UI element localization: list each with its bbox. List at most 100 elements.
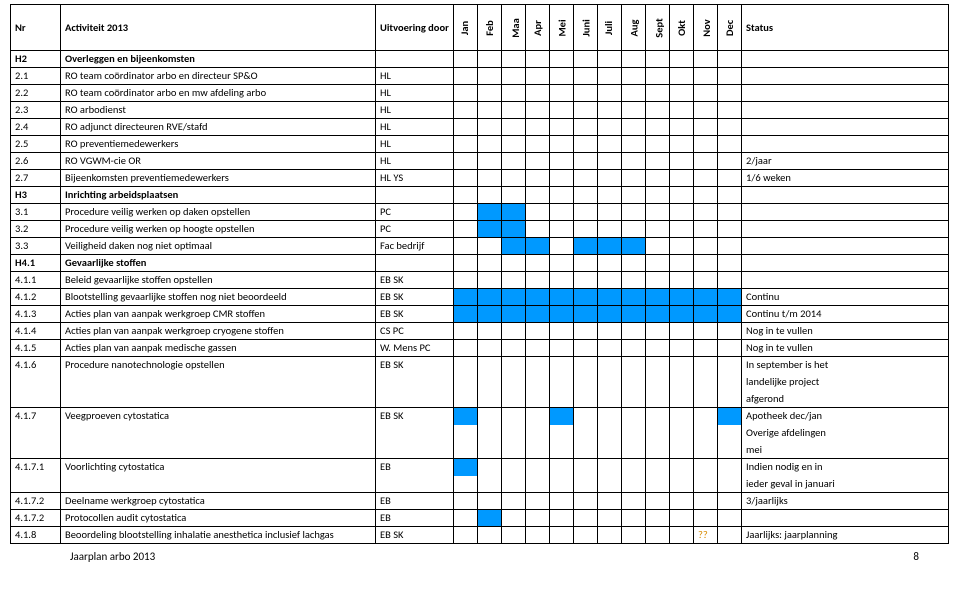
cell-month <box>670 68 694 85</box>
cell-month <box>478 408 502 425</box>
cell-month <box>526 493 550 510</box>
cell-month <box>646 85 670 102</box>
cell-activiteit: Acties plan van aanpak werkgroep cryogen… <box>61 323 376 340</box>
cell-month <box>454 187 478 204</box>
cell-month <box>550 323 574 340</box>
cell-cont <box>376 391 454 408</box>
cell-month <box>670 459 694 476</box>
cell-month <box>454 204 478 221</box>
cell-nr: 3.3 <box>11 238 61 255</box>
cell-month <box>646 136 670 153</box>
cell-month <box>622 153 646 170</box>
cell-month <box>646 187 670 204</box>
cell-month <box>478 527 502 544</box>
cell-cont <box>622 442 646 459</box>
cell-month <box>502 323 526 340</box>
cell-month <box>670 323 694 340</box>
cell-month <box>574 408 598 425</box>
cell-month <box>622 323 646 340</box>
table-row: 2.4RO adjunct directeuren RVE/stafdHL <box>11 119 949 136</box>
table-row: 2.2RO team coördinator arbo en mw afdeli… <box>11 85 949 102</box>
cell-cont <box>670 374 694 391</box>
table-row: 4.1.7.1Voorlichting cytostaticaEBIndien … <box>11 459 949 476</box>
cell-month <box>598 306 622 323</box>
cell-status: 3/jaarlijks <box>742 493 949 510</box>
cell-uitvoering: EB SK <box>376 357 454 374</box>
cell-status <box>742 221 949 238</box>
cell-month <box>574 323 598 340</box>
col-mei: Mei <box>550 5 574 51</box>
cell-month <box>526 357 550 374</box>
cell-activiteit: Gevaarlijke stoffen <box>61 255 376 272</box>
cell-month <box>694 340 718 357</box>
cell-month <box>526 306 550 323</box>
cell-month <box>574 459 598 476</box>
cell-activiteit: Bijeenkomsten preventiemedewerkers <box>61 170 376 187</box>
cell-month <box>478 306 502 323</box>
cell-month <box>646 102 670 119</box>
cell-month <box>574 170 598 187</box>
cell-cont <box>61 391 376 408</box>
cell-month <box>694 272 718 289</box>
cell-cont <box>11 425 61 442</box>
cell-nr: 4.1.7.1 <box>11 459 61 476</box>
cell-month <box>694 357 718 374</box>
cell-cont <box>61 442 376 459</box>
cell-activiteit: Veegproeven cytostatica <box>61 408 376 425</box>
footer-page: 8 <box>913 550 919 563</box>
cell-month <box>574 493 598 510</box>
cell-month <box>574 68 598 85</box>
cell-month <box>718 289 742 306</box>
cell-cont <box>454 425 478 442</box>
cell-month <box>670 272 694 289</box>
cell-cont <box>376 374 454 391</box>
cell-status: 1/6 weken <box>742 170 949 187</box>
col-dec: Dec <box>718 5 742 51</box>
table-row: 4.1.4Acties plan van aanpak werkgroep cr… <box>11 323 949 340</box>
cell-month <box>622 170 646 187</box>
cell-month <box>526 187 550 204</box>
cell-month <box>598 493 622 510</box>
cell-month <box>670 306 694 323</box>
table-row-cont: ieder geval in januari <box>11 476 949 493</box>
cell-cont <box>376 442 454 459</box>
cell-uitvoering <box>376 187 454 204</box>
cell-month <box>646 527 670 544</box>
cell-month <box>574 289 598 306</box>
table-row: 4.1.6Procedure nanotechnologie opstellen… <box>11 357 949 374</box>
cell-status-cont: landelijke project <box>742 374 949 391</box>
cell-uitvoering: EB <box>376 510 454 527</box>
cell-month <box>550 238 574 255</box>
cell-month <box>526 510 550 527</box>
cell-activiteit: Acties plan van aanpak medische gassen <box>61 340 376 357</box>
cell-cont <box>61 476 376 493</box>
cell-month <box>718 170 742 187</box>
cell-month <box>526 136 550 153</box>
cell-month <box>622 306 646 323</box>
cell-cont <box>478 425 502 442</box>
cell-cont <box>622 476 646 493</box>
cell-month <box>526 153 550 170</box>
table-row: 4.1.8Beoordeling blootstelling inhalatie… <box>11 527 949 544</box>
cell-cont <box>694 425 718 442</box>
cell-nr: 4.1.2 <box>11 289 61 306</box>
cell-month <box>718 527 742 544</box>
cell-month <box>478 51 502 68</box>
cell-nr: 3.2 <box>11 221 61 238</box>
cell-month <box>478 68 502 85</box>
cell-month <box>574 187 598 204</box>
cell-cont <box>718 425 742 442</box>
cell-month <box>670 51 694 68</box>
table-row-cont: landelijke project <box>11 374 949 391</box>
cell-month <box>502 408 526 425</box>
cell-cont <box>454 442 478 459</box>
cell-month <box>526 255 550 272</box>
cell-month <box>622 136 646 153</box>
cell-month <box>694 187 718 204</box>
cell-status-cont: Overige afdelingen <box>742 425 949 442</box>
cell-month <box>718 272 742 289</box>
cell-cont <box>694 374 718 391</box>
cell-month <box>598 119 622 136</box>
cell-uitvoering: EB SK <box>376 408 454 425</box>
cell-cont <box>598 425 622 442</box>
